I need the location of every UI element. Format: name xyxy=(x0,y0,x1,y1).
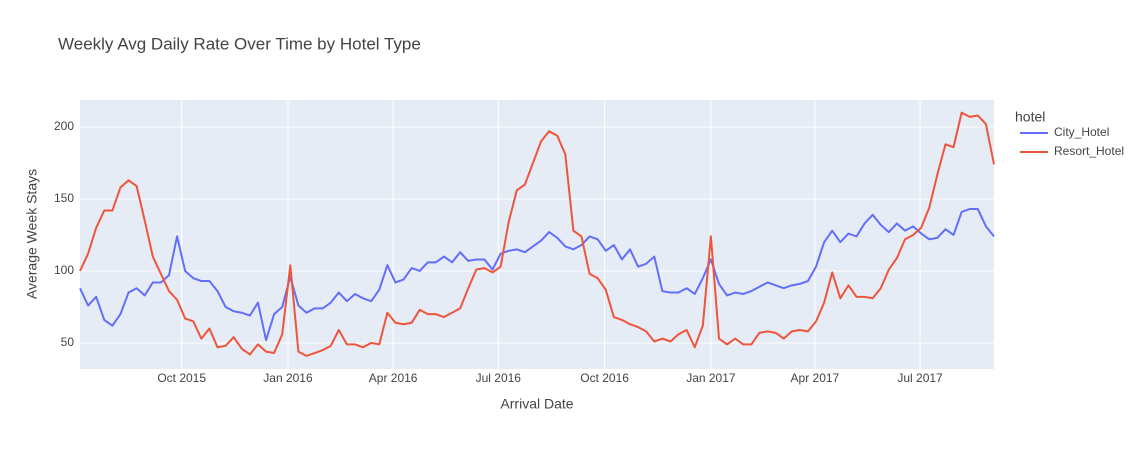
legend-title: hotel xyxy=(1015,109,1045,125)
chart-title: Weekly Avg Daily Rate Over Time by Hotel… xyxy=(58,34,421,53)
series-line xyxy=(79,208,995,342)
x-tick-label: Oct 2016 xyxy=(580,371,629,385)
legend-label: City_Hotel xyxy=(1054,125,1109,139)
x-tick-label: Jan 2017 xyxy=(686,371,736,385)
x-tick-label: Apr 2017 xyxy=(791,371,840,385)
y-tick-label: 50 xyxy=(61,335,75,349)
y-tick-label: 100 xyxy=(54,263,74,277)
y-tick-label: 150 xyxy=(54,191,74,205)
x-tick-label: Apr 2016 xyxy=(369,371,418,385)
y-tick-label: 200 xyxy=(54,119,74,133)
y-axis-title: Average Week Stays xyxy=(24,169,40,299)
x-tick-label: Jul 2016 xyxy=(476,371,522,385)
x-tick-label: Oct 2015 xyxy=(157,371,206,385)
x-tick-label: Jul 2017 xyxy=(897,371,943,385)
x-axis-title: Arrival Date xyxy=(500,396,573,412)
legend-label: Resort_Hotel xyxy=(1054,144,1124,158)
series-line xyxy=(79,111,995,357)
x-tick-label: Jan 2016 xyxy=(263,371,313,385)
plot-area xyxy=(80,100,994,369)
